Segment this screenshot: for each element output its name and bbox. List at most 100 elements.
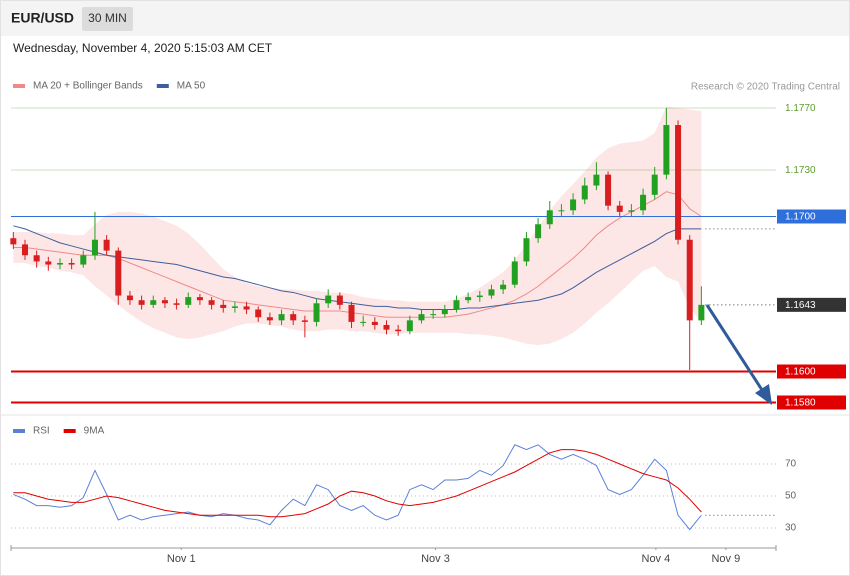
legend-label: MA 20 + Bollinger Bands xyxy=(33,81,143,92)
level-label-box xyxy=(777,209,846,224)
candle-body xyxy=(10,238,17,245)
candle-body xyxy=(196,297,203,301)
candle-body xyxy=(161,300,168,304)
candle-body xyxy=(231,306,238,308)
y-tick-label: 70 xyxy=(785,459,797,470)
candle-body xyxy=(651,174,658,195)
candle-body xyxy=(593,174,600,186)
candle-body xyxy=(453,300,460,310)
candle-body xyxy=(301,320,308,322)
candle-body xyxy=(581,185,588,200)
candle-body xyxy=(686,239,693,321)
projection-arrow xyxy=(705,304,766,394)
candle-body xyxy=(138,300,145,305)
candle-body xyxy=(360,321,367,323)
indicator-line xyxy=(13,444,702,531)
legend-swatch xyxy=(13,429,25,433)
candle-body xyxy=(208,300,215,305)
symbol: EUR/USD xyxy=(11,10,74,26)
candle-body xyxy=(115,250,122,296)
candle-body xyxy=(476,295,483,298)
candle-body xyxy=(278,314,285,321)
candle-body xyxy=(185,297,192,305)
candle-body xyxy=(80,255,87,265)
candle-body xyxy=(628,210,635,212)
candle-body xyxy=(663,125,670,175)
level-label: 1.1700 xyxy=(785,212,816,223)
interval-badge xyxy=(82,7,133,31)
candle-body xyxy=(570,199,577,211)
candle-body xyxy=(640,194,647,211)
candle-body xyxy=(616,205,623,212)
candle-body xyxy=(546,210,553,225)
candle-body xyxy=(255,309,262,318)
header-bar xyxy=(1,1,849,36)
legend-label: MA 50 xyxy=(177,81,206,92)
legend-label: RSI xyxy=(33,426,50,437)
x-tick-label: Nov 1 xyxy=(167,553,196,565)
candle-body xyxy=(558,210,565,212)
level-label-box xyxy=(777,395,846,410)
moving-average xyxy=(13,225,702,310)
legend-swatch xyxy=(13,84,25,88)
moving-average xyxy=(13,191,702,318)
candle-body xyxy=(441,309,448,315)
y-tick-label: 30 xyxy=(785,523,797,534)
x-tick-label: Nov 9 xyxy=(711,553,740,565)
candle-body xyxy=(91,239,98,256)
candle-body xyxy=(126,295,133,301)
candle-body xyxy=(418,314,425,321)
candle-body xyxy=(56,263,63,265)
x-tick-label: Nov 4 xyxy=(642,553,671,565)
y-tick-label: 50 xyxy=(785,491,797,502)
candle-body xyxy=(371,321,378,325)
interval: 30 MIN xyxy=(88,11,127,25)
level-label: 1.1643 xyxy=(785,300,816,311)
candle-body xyxy=(430,314,437,316)
level-label: 1.1770 xyxy=(785,103,816,114)
timestamp: Wednesday, November 4, 2020 5:15:03 AM C… xyxy=(13,41,273,55)
candle-body xyxy=(698,304,705,321)
plot-layer: 1.1770 1.1730 1.1700 1.1643 1.1600 1.1580 MA 2… xyxy=(10,81,846,565)
candle-body xyxy=(313,303,320,322)
candle-body xyxy=(383,325,390,330)
level-label-box xyxy=(777,364,846,379)
candle-body xyxy=(173,303,180,305)
legend-swatch xyxy=(156,84,169,88)
candle-body xyxy=(511,261,518,285)
indicator-line xyxy=(13,449,702,518)
legend-label: 9MA xyxy=(84,426,105,437)
credit: Research © 2020 Trading Central xyxy=(691,82,840,93)
candle-body xyxy=(348,304,355,322)
candle-body xyxy=(675,125,682,240)
candle-body xyxy=(465,297,472,301)
candle-body xyxy=(488,289,495,296)
candle-body xyxy=(500,284,507,290)
candle-body xyxy=(406,320,413,332)
level-label: 1.1580 xyxy=(785,398,816,409)
candle-body xyxy=(535,224,542,239)
projection-arrowhead xyxy=(755,384,772,405)
candle-body xyxy=(290,314,297,321)
candle-body xyxy=(150,300,157,305)
candle-body xyxy=(605,174,612,206)
legend-swatch xyxy=(63,429,76,433)
x-tick-label: Nov 3 xyxy=(421,553,450,565)
candle-body xyxy=(243,306,250,310)
candle-body xyxy=(103,239,110,251)
candle-body xyxy=(68,263,75,265)
candle-body xyxy=(266,317,273,321)
level-label: 1.1600 xyxy=(785,367,816,378)
candle-body xyxy=(21,244,28,256)
candle-body xyxy=(220,304,227,308)
level-label-box xyxy=(777,297,846,312)
candle-body xyxy=(336,295,343,305)
candle-body xyxy=(523,238,530,262)
candle-body xyxy=(45,261,52,265)
candle-body xyxy=(33,255,40,262)
candle-body xyxy=(325,295,332,304)
candle-body xyxy=(395,329,402,332)
level-label: 1.1730 xyxy=(785,165,816,176)
